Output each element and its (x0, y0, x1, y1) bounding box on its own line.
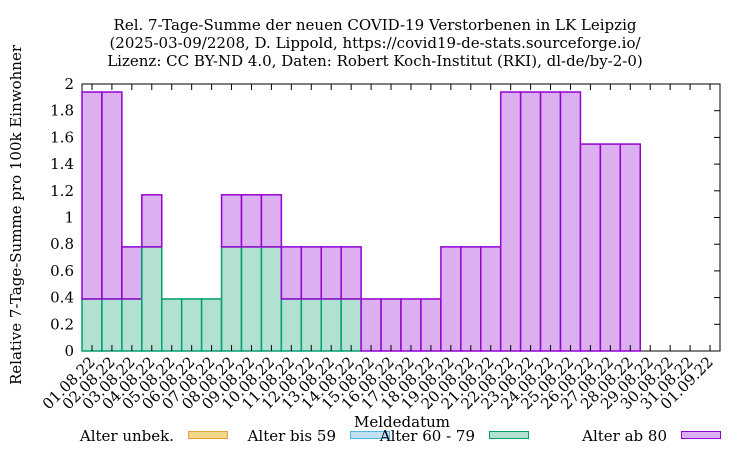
bar-segment (320, 298, 342, 352)
legend-entry-age-to-59: Alter bis 59 (240, 428, 390, 444)
bar-segment (480, 246, 502, 352)
bar-segment (121, 246, 143, 300)
bar-segment (161, 298, 183, 352)
legend-entry-age-80-plus: Alter ab 80 (580, 428, 721, 444)
bar-segment (619, 143, 641, 352)
bar-segment (121, 298, 143, 352)
y-tick-label: 1.6 (50, 128, 74, 146)
bar-segment (320, 246, 342, 300)
bar-segment (260, 194, 283, 248)
bar-segment (300, 298, 322, 352)
legend-swatch-age-60-79 (489, 431, 529, 439)
bar-segment (240, 246, 263, 352)
bar-segment (280, 298, 303, 352)
y-tick-label: 0.2 (50, 315, 74, 333)
y-tick-label: 0.6 (50, 262, 74, 280)
x-axis-label: Meldedatum (354, 413, 450, 431)
chart-title-line-1: Rel. 7-Tage-Summe der neuen COVID-19 Ver… (113, 16, 637, 34)
bar-segment (400, 298, 422, 352)
bar-segment (220, 246, 243, 352)
bar-segment (599, 143, 622, 352)
bar-segment (141, 246, 163, 352)
legend-label-unknown-age: Alter unbek. (79, 427, 174, 445)
bar-segment (200, 298, 223, 352)
bar-segment (499, 91, 522, 352)
y-axis-label: Relative 7-Tage-Summe pro 100k Einwohner (7, 45, 25, 385)
chart-title-line-2: (2025-03-09/2208, D. Lippold, https://co… (109, 34, 641, 52)
y-tick-label: 1 (64, 209, 74, 227)
y-tick-label: 0.4 (50, 289, 74, 307)
bar-segment (360, 298, 382, 352)
y-tick-label: 2 (64, 75, 74, 93)
legend-label-age-to-59: Alter bis 59 (247, 427, 336, 445)
legend-entry-unknown-age: Alter unbek. (20, 428, 228, 444)
bar-segment (380, 298, 402, 352)
bar-segment (440, 246, 462, 352)
bar-segment (519, 91, 542, 352)
bar-segment (300, 246, 322, 300)
y-tick-label: 1.2 (50, 182, 74, 200)
legend-label-age-60-79: Alter 60 - 79 (379, 427, 475, 445)
y-tick-label: 1.4 (50, 155, 74, 173)
legend-swatch-unknown-age (188, 431, 228, 439)
bar-segment (579, 143, 602, 352)
legend-swatch-age-to-59 (350, 431, 390, 439)
bar-segment (539, 91, 562, 352)
bar-segment (340, 246, 362, 300)
bar-segment (260, 246, 283, 352)
y-tick-label: 0 (64, 342, 74, 360)
bar-segment (340, 298, 362, 352)
bar-segment (559, 91, 582, 352)
bar-segment (81, 298, 103, 352)
y-tick-label: 0.8 (50, 235, 74, 253)
y-tick-label: 1.8 (50, 102, 74, 120)
legend-entry-age-60-79: Alter 60 - 79 (380, 428, 529, 444)
bar-segment (101, 298, 123, 352)
bar-segment (81, 91, 103, 300)
bar-segment (240, 194, 263, 248)
chart-title-line-3: Lizenz: CC BY-ND 4.0, Daten: Robert Koch… (107, 52, 643, 70)
bar-segment (280, 246, 303, 300)
legend-swatch-age-80-plus (681, 431, 721, 439)
bar-segment (220, 194, 243, 248)
bar-segment (101, 91, 123, 300)
bar-segment (180, 298, 203, 352)
bar-segment (460, 246, 482, 352)
bar-segment (420, 298, 442, 352)
legend-label-age-80-plus: Alter ab 80 (582, 427, 667, 445)
bar-segment (141, 194, 163, 248)
